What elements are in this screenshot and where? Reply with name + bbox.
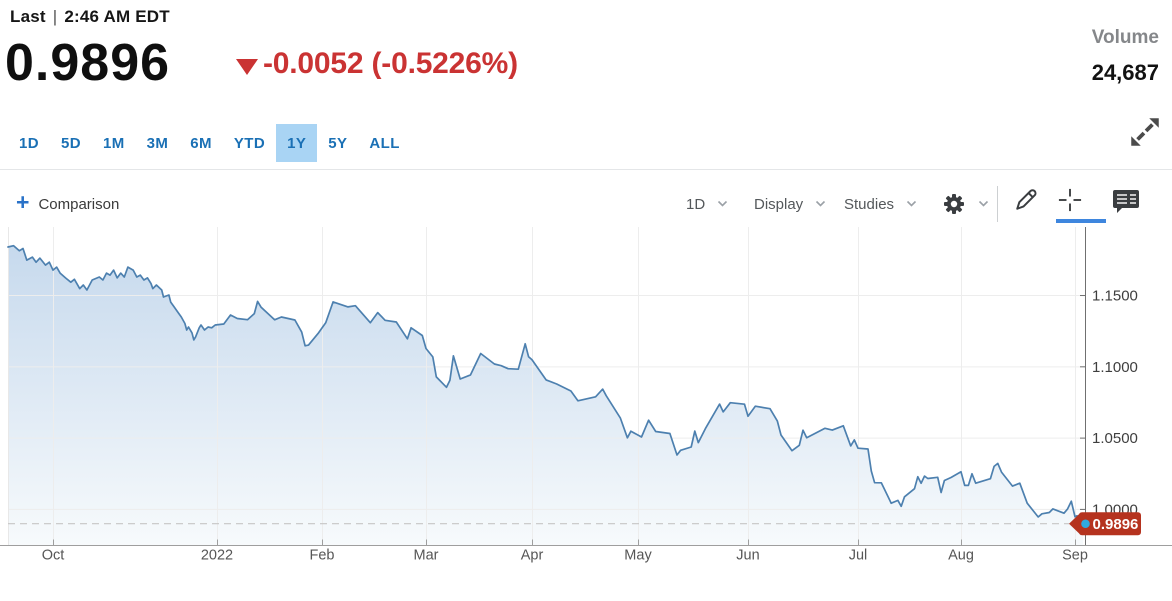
x-tick-label: Mar [414,548,439,564]
tab-all[interactable]: ALL [358,124,410,162]
tab-ytd[interactable]: YTD [223,124,276,162]
tab-1m[interactable]: 1M [92,124,136,162]
x-tick-label: Apr [521,548,544,564]
change-value: -0.0052 [263,47,364,80]
toolbar-divider [997,186,998,222]
price-badge [1079,512,1141,536]
settings-dropdown[interactable] [942,190,989,218]
last-timestamp-row: Last | 2:46 AM EDT [10,7,170,27]
x-tick-label: Oct [42,548,65,564]
tab-3m[interactable]: 3M [136,124,180,162]
change-percent: (-0.5226%) [371,47,519,80]
pencil-icon [1016,189,1037,210]
chevron-down-icon [978,200,989,207]
expand-button[interactable] [1126,114,1164,152]
x-tick-label: Jun [736,548,759,564]
price-change: -0.0052 (-0.5226%) [263,47,518,81]
x-tick-label: Feb [310,548,335,564]
expand-icon [1131,118,1159,146]
chevron-down-icon [718,200,728,207]
timeframe-tabs: 1D 5D 1M 3M 6M YTD 1Y 5Y ALL [8,124,411,162]
interval-dropdown[interactable]: 1D [686,190,728,218]
price-badge-label: 0.9896 [1093,516,1139,533]
active-tool-indicator [1056,219,1106,223]
plus-icon: + [16,189,30,215]
y-tick-label: 1.1000 [1092,359,1138,376]
tabs-divider [0,169,1172,170]
tab-1d[interactable]: 1D [8,124,50,162]
x-tick-label: May [624,548,652,564]
x-tick-label: 2022 [201,548,233,564]
x-tick-label: Aug [948,548,974,564]
tab-5d[interactable]: 5D [50,124,92,162]
x-tick-label: Jul [849,548,868,564]
last-price: 0.9896 [5,34,171,92]
interval-label: 1D [686,195,706,213]
crosshair-icon [1058,188,1082,212]
chevron-down-icon [906,200,917,207]
tab-1y[interactable]: 1Y [276,124,318,162]
y-tick-label: 1.0500 [1092,430,1138,447]
comment-tool-button[interactable] [1112,187,1140,215]
gear-icon [944,194,964,214]
y-tick-label: 1.1500 [1092,288,1138,305]
display-dropdown[interactable]: Display [754,190,826,218]
volume-value: 24,687 [1091,60,1159,85]
chevron-down-icon [816,200,826,207]
comment-icon [1113,190,1139,213]
area-fill [8,245,1083,545]
last-separator: | [52,7,58,26]
x-tick-label: Sep [1062,548,1088,564]
tab-6m[interactable]: 6M [179,124,223,162]
tab-5y[interactable]: 5Y [317,124,358,162]
comparison-label: Comparison [38,195,120,213]
draw-tool-button[interactable] [1012,186,1040,214]
quote-timestamp: 2:46 AM EDT [64,7,170,26]
studies-label: Studies [844,195,895,213]
price-line [7,244,1084,525]
comparison-button[interactable]: + Comparison [16,190,119,218]
price-badge-pointer [1069,512,1081,536]
down-arrow-icon [236,59,258,75]
price-badge-dot [1081,519,1090,529]
studies-dropdown[interactable]: Studies [844,190,917,218]
crosshair-tool-button[interactable] [1056,186,1084,214]
display-label: Display [754,195,804,213]
volume-label: Volume [1091,27,1159,48]
last-label: Last [10,7,46,26]
